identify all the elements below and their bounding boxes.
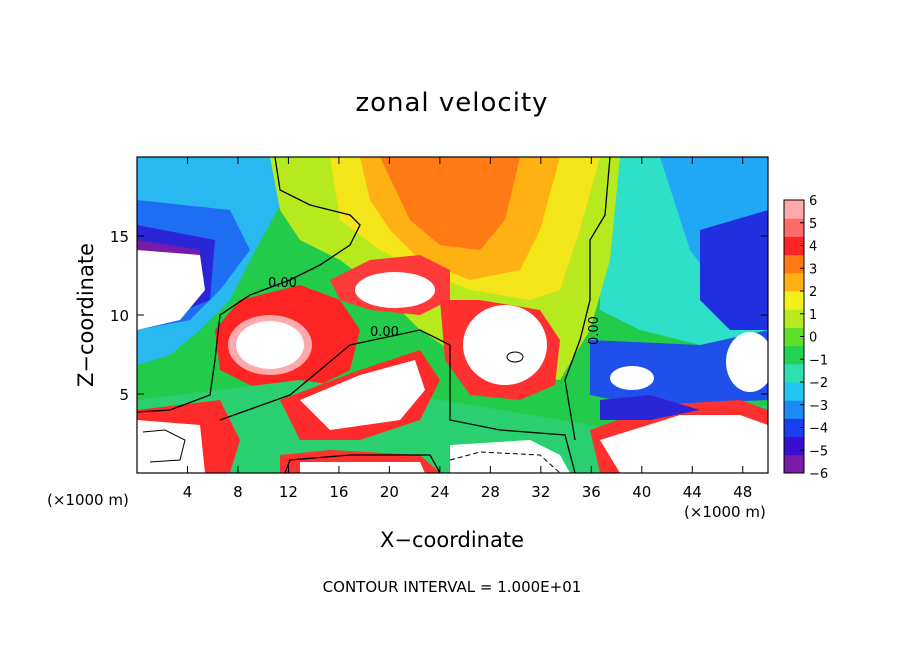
x-tick-label: 8 [233,483,243,501]
x-tick-label: 48 [733,483,752,501]
colorbar-swatch [784,436,804,456]
x-tick-label: 4 [183,483,193,501]
y-axis-title: Z−coordinate [74,243,98,387]
colorbar-tick-label: −6 [809,467,828,482]
colorbar-tick-label: −5 [809,444,828,459]
chart-title: zonal velocity [355,88,549,118]
colorbar-tick-label: 4 [809,240,817,255]
x-tick-label: 32 [531,483,550,501]
colorbar-tick-label: 0 [809,331,817,346]
colorbar-tick-label: −4 [809,422,828,437]
contour-interval-note: CONTOUR INTERVAL = 1.000E+01 [323,578,582,596]
colorbar-tick-label: 3 [809,262,817,277]
colorbar-tick-label: 1 [809,308,817,323]
colorbar-swatch [784,382,804,401]
y-axis: 5 10 15 [110,228,768,404]
y-tick-label: 5 [119,386,129,404]
colorbar-tick-label: −1 [809,353,828,368]
contour-label: 0.00 [268,276,297,291]
colorbar-swatch [784,272,804,292]
colorbar-tick-label: 5 [809,217,817,232]
colorbar-tick-label: 2 [809,285,817,300]
colorbar-swatch [784,254,804,274]
heatmap-field: 0.00 0.00 0.00 [137,157,768,473]
colorbar-swatch [784,291,804,310]
colorbar-swatch [784,327,804,347]
colorbar-swatch [784,309,804,328]
contour-label: 0.00 [370,325,399,340]
colorbar-swatch [784,200,804,219]
colorbar: 6 5 4 3 2 1 0 −1 −2 −3 −4 −5 −6 [783,194,828,482]
colorbar-tick-label: −2 [809,376,828,391]
x-tick-label: 44 [683,483,702,501]
x-tick-label: 12 [279,483,298,501]
x-tick-label: 36 [582,483,601,501]
contour-label: 0.00 [587,316,602,345]
colorbar-swatch [784,363,804,383]
x-axis: 4 8 12 16 20 24 28 32 36 40 44 48 [183,157,752,501]
colorbar-tick-label: −3 [809,399,828,414]
x-axis-title: X−coordinate [380,528,524,552]
colorbar-swatch [784,418,804,438]
x-tick-label: 40 [632,483,651,501]
colorbar-swatch [784,218,804,237]
x-tick-label: 24 [430,483,449,501]
colorbar-swatch [784,454,804,474]
x-tick-label: 28 [481,483,500,501]
colorbar-swatch [784,400,804,419]
colorbar-tick-label: 6 [809,194,817,209]
x-unit-note: (×1000 m) [47,491,129,509]
y-unit-note: (×1000 m) [684,503,766,521]
x-tick-label: 20 [380,483,399,501]
colorbar-swatch [784,236,804,256]
colorbar-swatch [784,345,804,365]
x-tick-label: 16 [329,483,348,501]
y-tick-label: 10 [110,307,129,325]
y-tick-label: 15 [110,228,129,246]
